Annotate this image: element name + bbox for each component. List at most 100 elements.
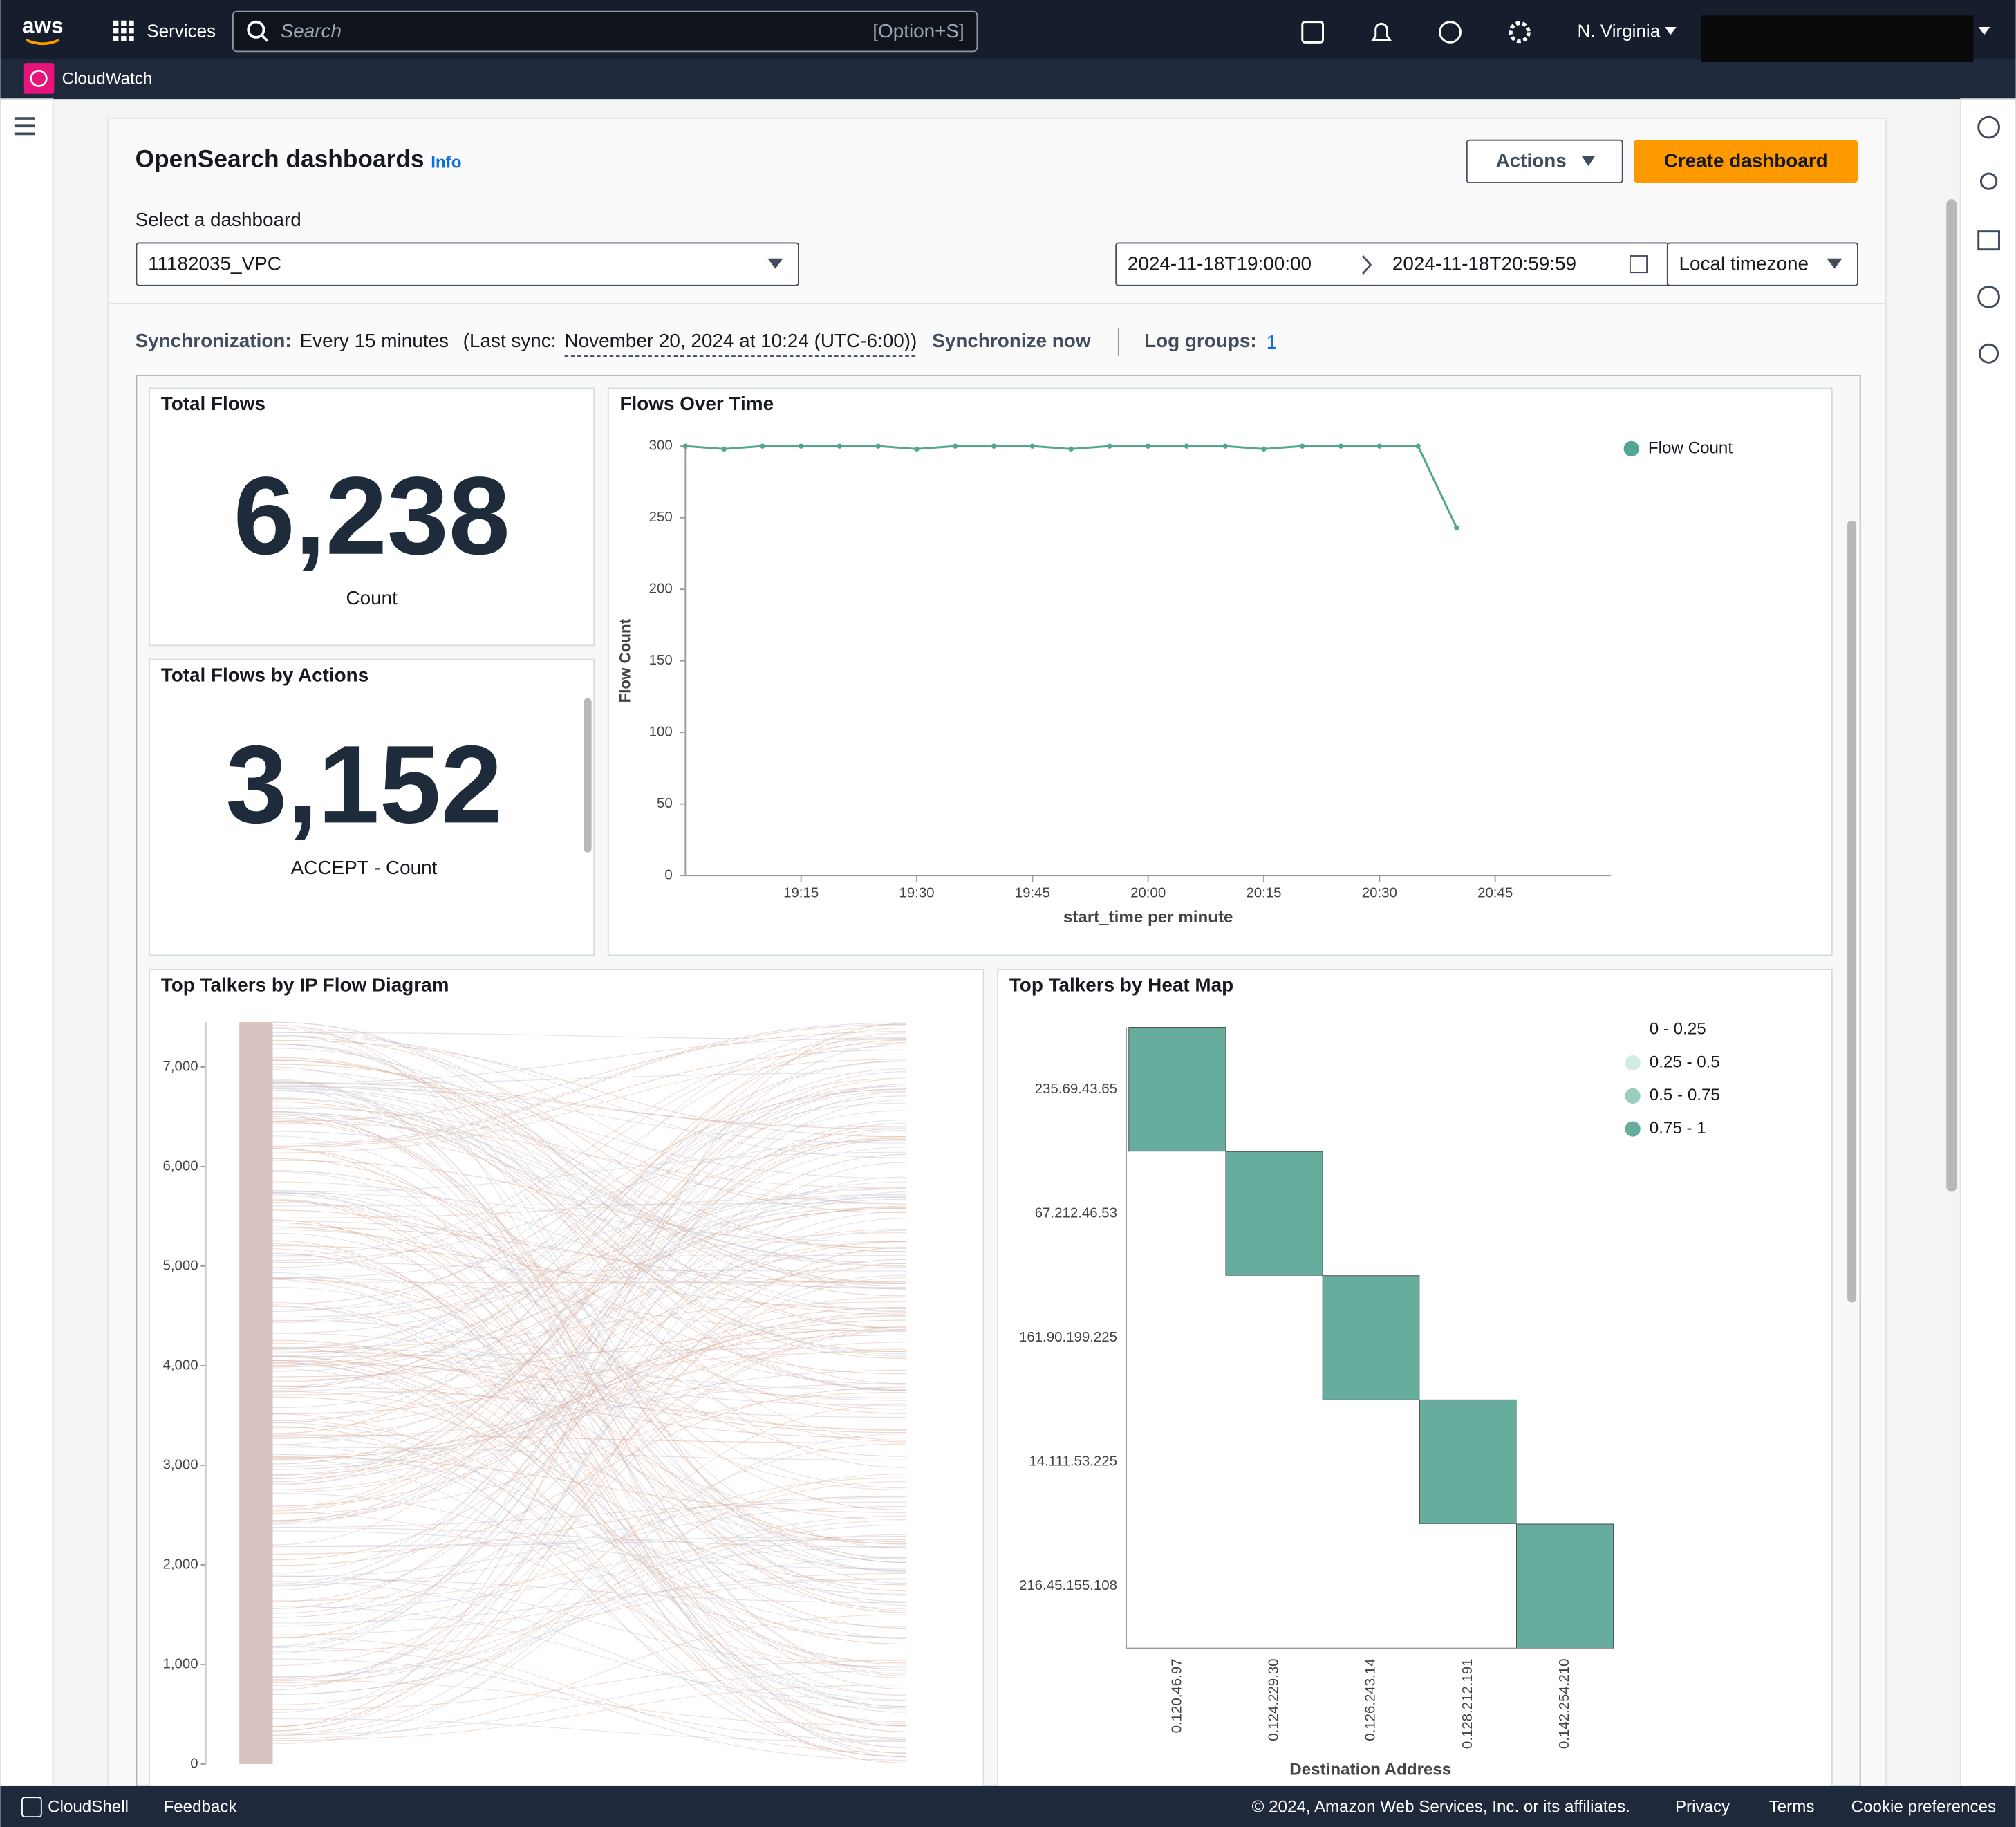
heat-cell	[1129, 1276, 1226, 1400]
heat-cell	[1419, 1028, 1516, 1152]
page-scrollbar[interactable]	[1946, 199, 1957, 1191]
heat-cell	[1517, 1028, 1614, 1152]
legend-label: Flow Count	[1648, 438, 1733, 457]
account-menu[interactable]	[1701, 15, 1973, 62]
sync-interval: Every 15 minutes	[300, 330, 449, 351]
log-groups-label: Log groups:	[1144, 330, 1257, 351]
y-tick-label: 67.212.46.53	[1035, 1205, 1117, 1221]
select-label: Select a dashboard	[136, 209, 301, 230]
x-tick-label: 0.124.229.30	[1265, 1658, 1281, 1741]
widget-title: Total Flows by Actions	[161, 664, 368, 685]
heat-cell	[1517, 1524, 1614, 1649]
y-tick-label: 1,000	[163, 1656, 198, 1671]
footer-cookies[interactable]: Cookie preferences	[1851, 1798, 1996, 1817]
legend-label: 0.25 - 0.5	[1650, 1052, 1720, 1071]
metric-caption: Count	[346, 587, 398, 609]
last-sync-label: (Last sync:	[463, 330, 557, 351]
service-bar	[0, 59, 2015, 100]
y-tick-label: 300	[649, 438, 673, 454]
x-tick-label: 19:15	[783, 885, 819, 901]
footer-cloudshell[interactable]: CloudShell	[48, 1798, 129, 1817]
legend-label: 0.75 - 1	[1650, 1119, 1706, 1138]
heat-cell	[1129, 1151, 1226, 1276]
x-tick-label: 0.126.243.14	[1363, 1658, 1379, 1741]
aws-logo[interactable]: aws	[22, 12, 64, 37]
heat-cell	[1323, 1400, 1419, 1524]
heat-cell	[1323, 1028, 1419, 1152]
footer-privacy[interactable]: Privacy	[1675, 1798, 1730, 1817]
y-tick-label: 4,000	[163, 1357, 198, 1373]
point	[914, 447, 919, 452]
widget-flows-over-time	[608, 388, 1832, 955]
create-dashboard-label: Create dashboard	[1664, 150, 1828, 171]
services-link[interactable]: Services	[147, 20, 216, 41]
x-axis-label: Destination Address	[1289, 1761, 1451, 1779]
legend-swatch	[1625, 1088, 1640, 1104]
legend-label: 0 - 0.25	[1650, 1020, 1706, 1039]
synchronize-now[interactable]: Synchronize now	[932, 330, 1091, 351]
dashboard-scrollbar[interactable]	[1847, 521, 1856, 1302]
log-groups-count[interactable]: 1	[1267, 331, 1278, 353]
legend-swatch	[1625, 1022, 1640, 1037]
service-name[interactable]: CloudWatch	[62, 70, 153, 89]
y-tick-label: 216.45.155.108	[1019, 1577, 1117, 1593]
point	[1068, 447, 1073, 452]
y-tick-label: 2,000	[163, 1556, 198, 1572]
search-box[interactable]	[233, 12, 978, 52]
heat-cell	[1226, 1400, 1323, 1524]
point	[1146, 443, 1150, 448]
heat-cell	[1517, 1400, 1614, 1524]
point	[1107, 443, 1112, 448]
point	[1030, 443, 1035, 448]
info-link[interactable]: Info	[431, 154, 461, 172]
heat-cell	[1226, 1276, 1323, 1400]
date-start: 2024-11-18T19:00:00	[1128, 252, 1312, 274]
heat-cell	[1517, 1151, 1614, 1276]
y-tick-label: 0	[664, 867, 672, 883]
heat-cell	[1419, 1151, 1516, 1276]
footer-feedback[interactable]: Feedback	[163, 1798, 237, 1817]
heat-cell	[1323, 1276, 1419, 1400]
widget-scrollbar[interactable]	[584, 698, 591, 853]
chart-title: Top Talkers by Heat Map	[1009, 974, 1233, 995]
point	[953, 443, 958, 448]
y-tick-label: 14.111.53.225	[1029, 1454, 1117, 1469]
heat-cell	[1419, 1400, 1516, 1524]
point	[1300, 443, 1305, 448]
timezone-value: Local timezone	[1679, 252, 1809, 274]
heat-cell	[1226, 1028, 1323, 1152]
point	[1377, 443, 1382, 448]
left-sidebar	[0, 99, 53, 1786]
x-tick-label: 0.142.254.210	[1556, 1658, 1572, 1749]
point	[1454, 525, 1459, 530]
point	[1222, 443, 1227, 448]
heat-cell	[1129, 1400, 1226, 1524]
heat-cell	[1323, 1151, 1419, 1276]
y-tick-label: 235.69.43.65	[1035, 1081, 1117, 1097]
heat-cell	[1419, 1524, 1516, 1649]
y-tick-label: 250	[649, 509, 673, 525]
cloudwatch-icon	[24, 63, 55, 94]
y-tick-label: 200	[649, 581, 673, 597]
heat-cell	[1323, 1524, 1419, 1649]
chart-title: Top Talkers by IP Flow Diagram	[161, 974, 449, 995]
search-placeholder: Search	[281, 20, 342, 41]
x-tick-label: 0.128.212.191	[1459, 1658, 1475, 1749]
date-end: 2024-11-18T20:59:59	[1392, 252, 1576, 274]
y-axis-label: Flow Count	[617, 618, 634, 703]
source-node	[239, 1022, 272, 1764]
legend-swatch	[1624, 441, 1639, 456]
point	[875, 443, 880, 448]
point	[1184, 443, 1189, 448]
heat-cell	[1419, 1276, 1516, 1400]
page-title: OpenSearch dashboards	[136, 146, 424, 173]
point	[1415, 443, 1420, 448]
heat-cell	[1129, 1028, 1226, 1152]
footer-terms[interactable]: Terms	[1769, 1798, 1815, 1817]
footer-copyright: © 2024, Amazon Web Services, Inc. or its…	[1252, 1798, 1630, 1817]
services-icon[interactable]	[113, 21, 134, 41]
region-selector[interactable]: N. Virginia	[1578, 20, 1661, 41]
x-tick-label: 20:45	[1477, 885, 1513, 901]
y-tick-label: 150	[649, 652, 673, 668]
heat-cell	[1226, 1524, 1323, 1649]
